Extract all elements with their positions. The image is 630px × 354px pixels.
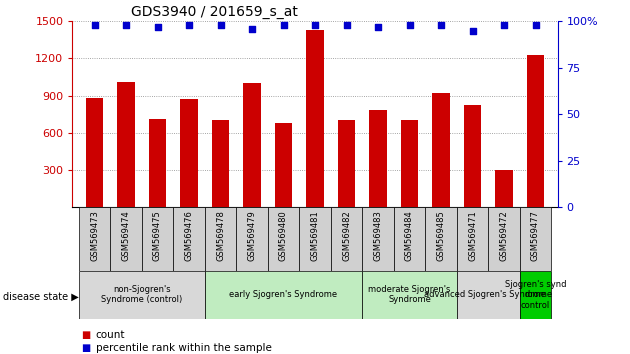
Bar [369, 110, 387, 207]
Point [215, 22, 226, 28]
Bar [205, 271, 362, 319]
Bar [495, 170, 513, 207]
Bar [520, 271, 551, 319]
Bar [86, 98, 103, 207]
Bar [275, 123, 292, 207]
Point [89, 22, 100, 28]
Text: GSM569476: GSM569476 [185, 210, 193, 261]
Text: GSM569482: GSM569482 [342, 210, 351, 261]
Text: GSM569480: GSM569480 [279, 210, 288, 261]
Point [121, 22, 131, 28]
Text: count: count [96, 330, 125, 339]
Text: ■: ■ [82, 330, 94, 339]
Bar [180, 99, 198, 207]
Point [278, 22, 289, 28]
Bar [79, 207, 110, 271]
Text: GSM569478: GSM569478 [216, 210, 225, 261]
Point [499, 22, 509, 28]
Point [373, 24, 383, 30]
Point [184, 22, 194, 28]
Bar [394, 207, 425, 271]
Text: GSM569473: GSM569473 [90, 210, 99, 261]
Text: GSM569485: GSM569485 [437, 210, 445, 261]
Bar [527, 55, 544, 207]
Text: moderate Sjogren's
Syndrome: moderate Sjogren's Syndrome [369, 285, 450, 304]
Text: GSM569481: GSM569481 [311, 210, 319, 261]
Bar [362, 207, 394, 271]
Bar [212, 120, 229, 207]
Bar [299, 207, 331, 271]
Bar [173, 207, 205, 271]
Bar [338, 120, 355, 207]
Text: non-Sjogren's
Syndrome (control): non-Sjogren's Syndrome (control) [101, 285, 182, 304]
Text: GSM569472: GSM569472 [500, 210, 508, 261]
Bar [205, 207, 236, 271]
Bar [425, 207, 457, 271]
Text: GSM569483: GSM569483 [374, 210, 382, 261]
Bar [243, 83, 261, 207]
Bar [457, 271, 520, 319]
Text: GSM569474: GSM569474 [122, 210, 130, 261]
Bar [488, 207, 520, 271]
Text: percentile rank within the sample: percentile rank within the sample [96, 343, 272, 353]
Point [247, 26, 257, 32]
Text: GSM569477: GSM569477 [531, 210, 540, 261]
Bar [362, 271, 457, 319]
Bar [142, 207, 173, 271]
Text: GDS3940 / 201659_s_at: GDS3940 / 201659_s_at [130, 5, 297, 19]
Point [436, 22, 446, 28]
Bar [79, 271, 205, 319]
Point [404, 22, 415, 28]
Text: GSM569475: GSM569475 [153, 210, 162, 261]
Point [467, 28, 478, 33]
Bar [432, 93, 450, 207]
Bar [331, 207, 362, 271]
Text: early Sjogren's Syndrome: early Sjogren's Syndrome [229, 290, 338, 299]
Bar [117, 82, 135, 207]
Text: ■: ■ [82, 343, 94, 353]
Bar [306, 30, 324, 207]
Bar [464, 105, 481, 207]
Bar [268, 207, 299, 271]
Bar [149, 119, 166, 207]
Text: disease state ▶: disease state ▶ [3, 292, 79, 302]
Bar [520, 207, 551, 271]
Point [530, 22, 541, 28]
Point [152, 24, 163, 30]
Bar [236, 207, 268, 271]
Point [341, 22, 352, 28]
Bar [401, 120, 418, 207]
Point [310, 22, 320, 28]
Text: GSM569471: GSM569471 [468, 210, 477, 261]
Text: Sjogren's synd
rome
control: Sjogren's synd rome control [505, 280, 566, 310]
Bar [457, 207, 488, 271]
Bar [110, 207, 142, 271]
Text: GSM569484: GSM569484 [405, 210, 414, 261]
Text: GSM569479: GSM569479 [248, 210, 256, 261]
Text: advanced Sjogren's Syndrome: advanced Sjogren's Syndrome [424, 290, 553, 299]
